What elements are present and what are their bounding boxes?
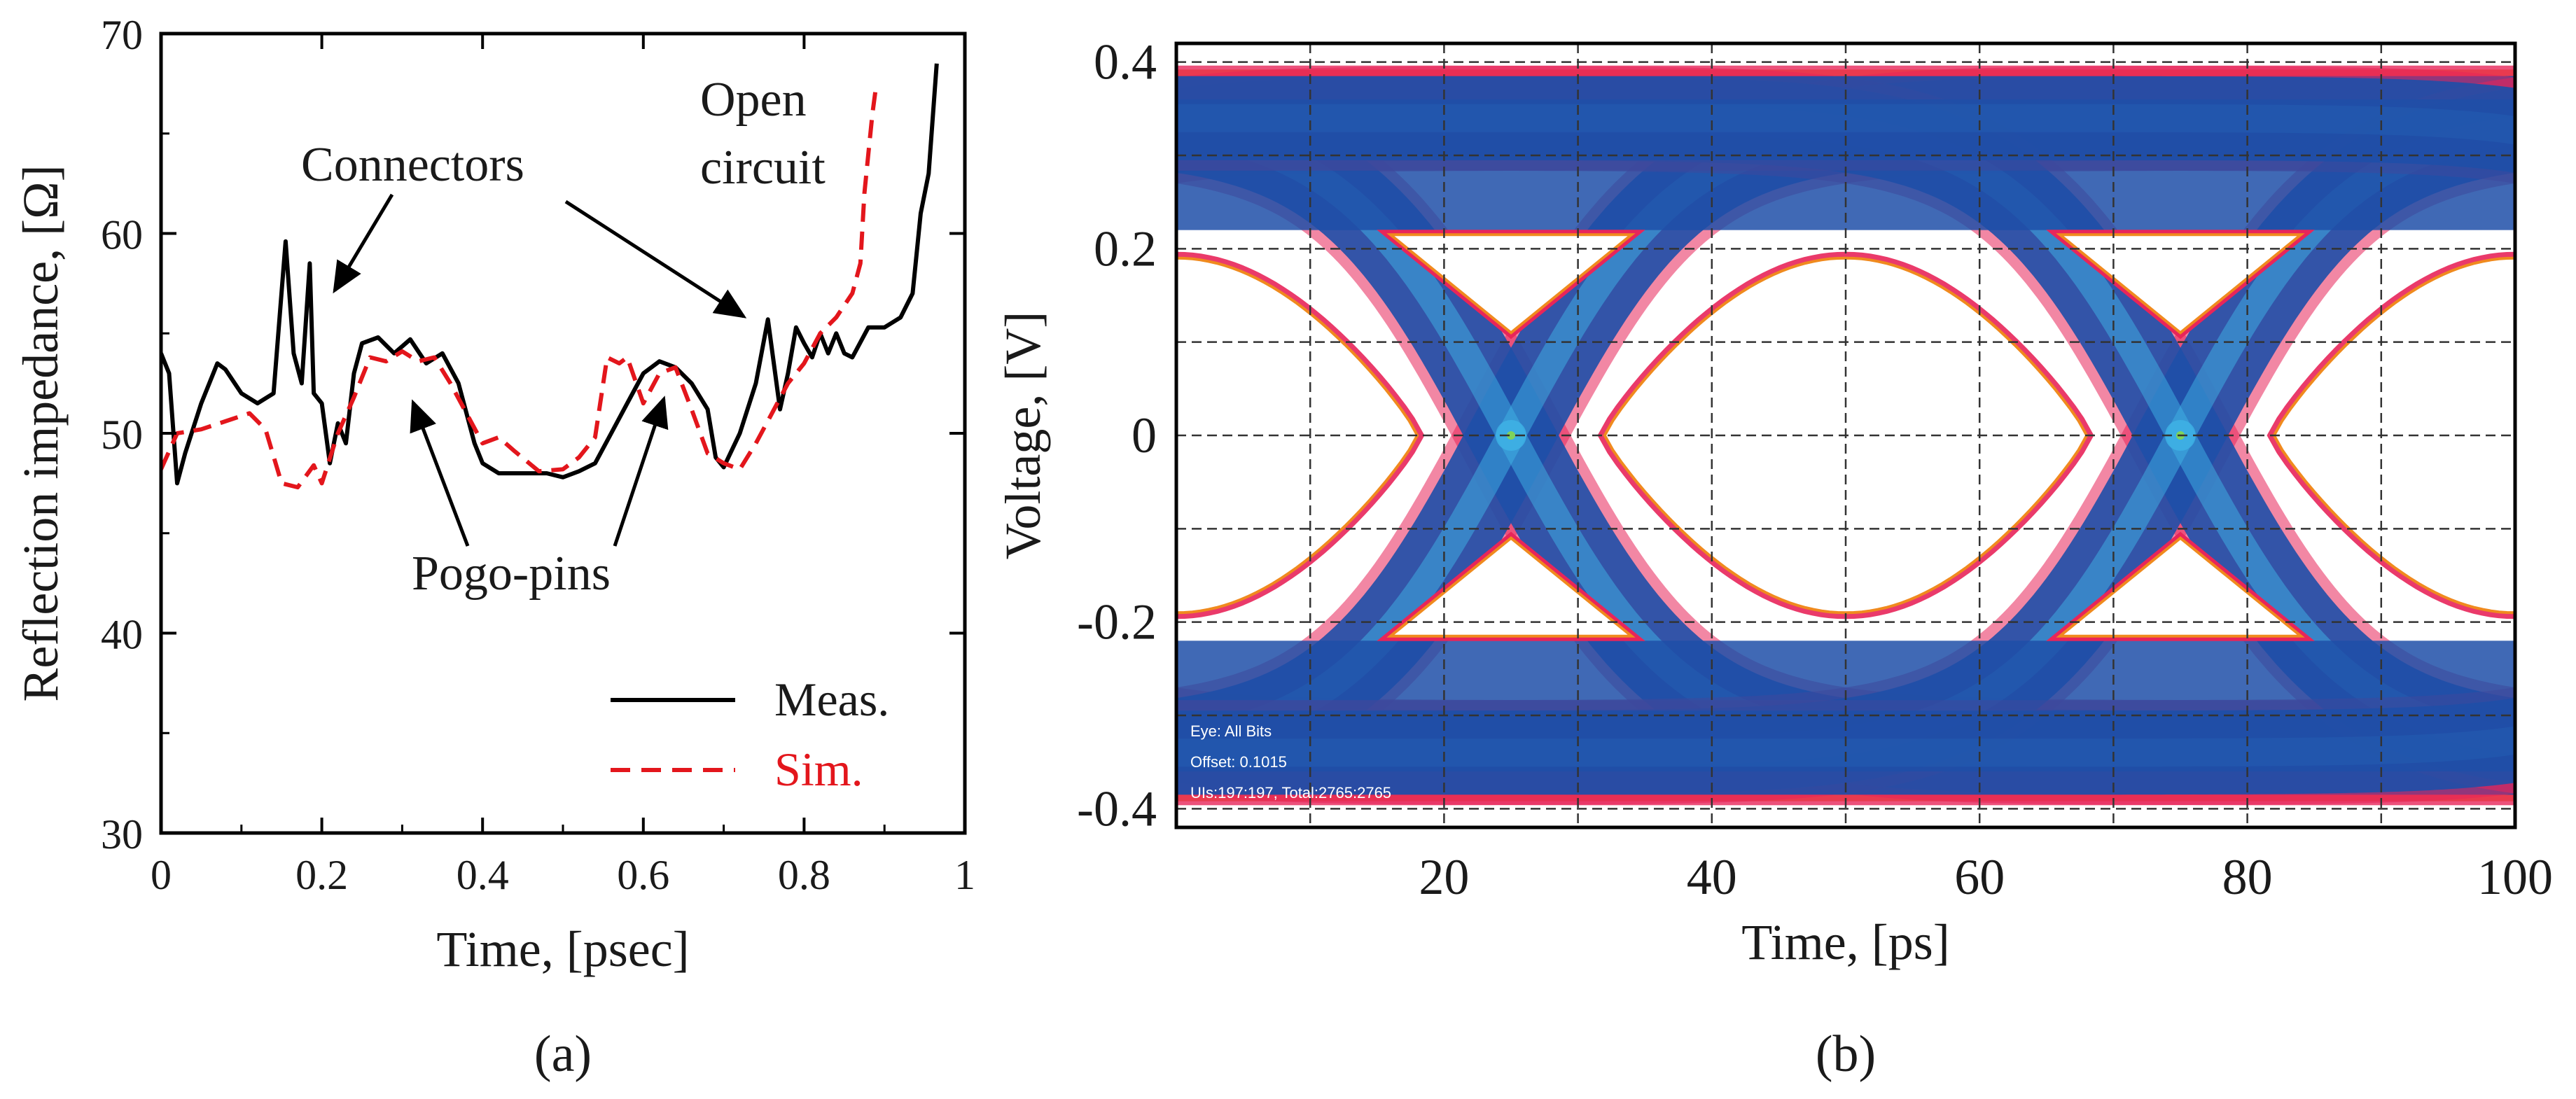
panel-a-ytick-label: 70 xyxy=(101,12,143,58)
eye-info-line-1: Eye: All Bits xyxy=(1190,722,1272,740)
arrow-connectors-left xyxy=(333,193,394,294)
panel-b-xtick-label: 80 xyxy=(2222,849,2273,905)
legend-sim-label: Sim. xyxy=(774,743,863,796)
arrow-pogo-right xyxy=(613,396,669,547)
arrow-pogo-left xyxy=(410,399,470,547)
annotation-connectors: Connectors xyxy=(301,138,524,192)
panel-a-xlabel: Time, [psec] xyxy=(436,921,689,977)
panel-b-xlabel: Time, [ps] xyxy=(1741,914,1949,970)
panel-b-ytick-label: -0.2 xyxy=(1077,594,1157,650)
panel-b-ytick-label: -0.4 xyxy=(1077,780,1157,836)
annotation-pogo-pins: Pogo-pins xyxy=(412,547,611,601)
eye-high-level-band xyxy=(1176,99,2515,230)
arrow-connectors-right xyxy=(564,200,747,318)
panel-a-impedance-chart: 0 0.2 0.4 0.6 0.8 1 30 40 50 60 70 Time, [psec] Re… xyxy=(13,12,975,1083)
crossing-marker-0 xyxy=(1507,431,1515,440)
series-meas-line xyxy=(161,63,939,486)
panel-b-plot-frame xyxy=(1174,41,2517,830)
panel-b-ytick-label: 0.2 xyxy=(1094,220,1157,276)
panel-a-ytick-label: 40 xyxy=(101,612,143,658)
annotation-open: Open xyxy=(700,73,807,127)
panel-a-label: (a) xyxy=(534,1026,592,1083)
panel-b-ticks: 20 40 60 80 100 0.4 0.2 0 -0.2 -0.4 xyxy=(1077,34,2553,905)
panel-b-ylabel: Voltage, [V] xyxy=(995,312,1051,560)
panel-a-series-layer xyxy=(161,63,939,490)
annotation-circuit: circuit xyxy=(700,141,826,195)
panel-b-grid xyxy=(1176,43,2515,827)
panel-a-ytick-label: 50 xyxy=(101,412,143,458)
panel-a-xtick-label: 0.4 xyxy=(457,852,509,898)
panel-a-xtick-label: 0.2 xyxy=(295,852,348,898)
panel-b-ytick-label: 0 xyxy=(1132,407,1157,463)
panel-a-ytick-label: 30 xyxy=(101,811,143,858)
eye-info-line-3: UIs:197:197, Total:2765:2765 xyxy=(1190,784,1391,802)
eye-info-line-2: Offset: 0.1015 xyxy=(1190,753,1287,771)
eye-lower-gap-1 xyxy=(2056,536,2305,638)
eye-lower-gap-0 xyxy=(1386,536,1636,638)
panel-a-ytick-label: 60 xyxy=(101,212,143,258)
panel-b-xtick-label: 20 xyxy=(1419,849,1469,905)
eye-upper-gap-1 xyxy=(2056,233,2305,335)
panel-b-ytick-label: 0.4 xyxy=(1094,34,1157,90)
panel-b-xtick-label: 100 xyxy=(2477,849,2553,905)
legend-meas-label: Meas. xyxy=(774,673,889,726)
series-sim-line xyxy=(161,83,879,490)
panel-b-eye-diagram: 20 40 60 80 100 0.4 0.2 0 -0.2 -0.4 Eye: All Bits… xyxy=(995,34,2553,1083)
eye-info-box: Eye: All Bits Offset: 0.1015 UIs:197:197… xyxy=(1190,722,1391,802)
panel-a-xtick-label: 0.8 xyxy=(778,852,830,898)
panel-a-xtick-label: 0.6 xyxy=(617,852,669,898)
eye-opening-left xyxy=(1176,256,1419,615)
panel-b-label: (b) xyxy=(1816,1026,1876,1083)
panel-a-xtick-label: 0 xyxy=(151,852,172,898)
panel-a-xtick-label: 1 xyxy=(954,852,975,898)
panel-b-xtick-label: 60 xyxy=(1954,849,2005,905)
panel-a-ylabel: Reflection impedance, [Ω] xyxy=(13,164,69,701)
eye-upper-gap-0 xyxy=(1386,233,1636,335)
panel-a-legend: Meas. Sim. xyxy=(611,673,889,796)
panel-b-xtick-label: 40 xyxy=(1687,849,1737,905)
panel-a-ticks: 0 0.2 0.4 0.6 0.8 1 30 40 50 60 70 xyxy=(101,12,975,898)
